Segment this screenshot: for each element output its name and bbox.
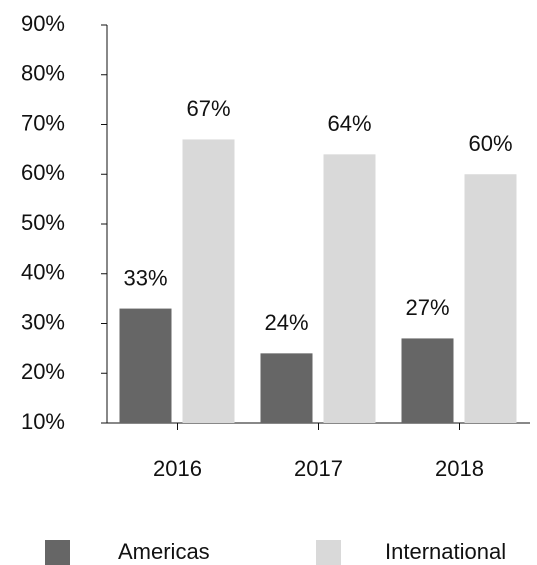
y-tick-label: 70% [21, 110, 65, 135]
bar [182, 139, 235, 424]
legend-label: International [385, 539, 506, 564]
x-tick-label: 2018 [435, 456, 484, 481]
bar [119, 308, 172, 423]
x-tick-label: 2017 [294, 456, 343, 481]
value-label: 27% [405, 295, 449, 320]
bar [260, 353, 313, 423]
legend-label: Americas [118, 539, 210, 564]
bar [464, 174, 517, 423]
y-tick-label: 30% [21, 309, 65, 334]
x-tick-label: 2016 [153, 456, 202, 481]
y-tick-label: 50% [21, 210, 65, 235]
value-label: 64% [327, 111, 371, 136]
legend-swatch [45, 540, 70, 565]
y-tick-label: 60% [21, 160, 65, 185]
y-tick-label: 80% [21, 61, 65, 86]
value-label: 33% [123, 265, 167, 290]
value-label: 67% [186, 96, 230, 121]
bar [323, 154, 376, 423]
y-tick-label: 90% [21, 11, 65, 36]
value-label: 60% [468, 131, 512, 156]
bar [401, 338, 454, 423]
legend-swatch [316, 540, 341, 565]
value-label: 24% [264, 310, 308, 335]
y-tick-label: 40% [21, 260, 65, 285]
y-tick-label: 10% [21, 409, 65, 434]
y-tick-label: 20% [21, 359, 65, 384]
